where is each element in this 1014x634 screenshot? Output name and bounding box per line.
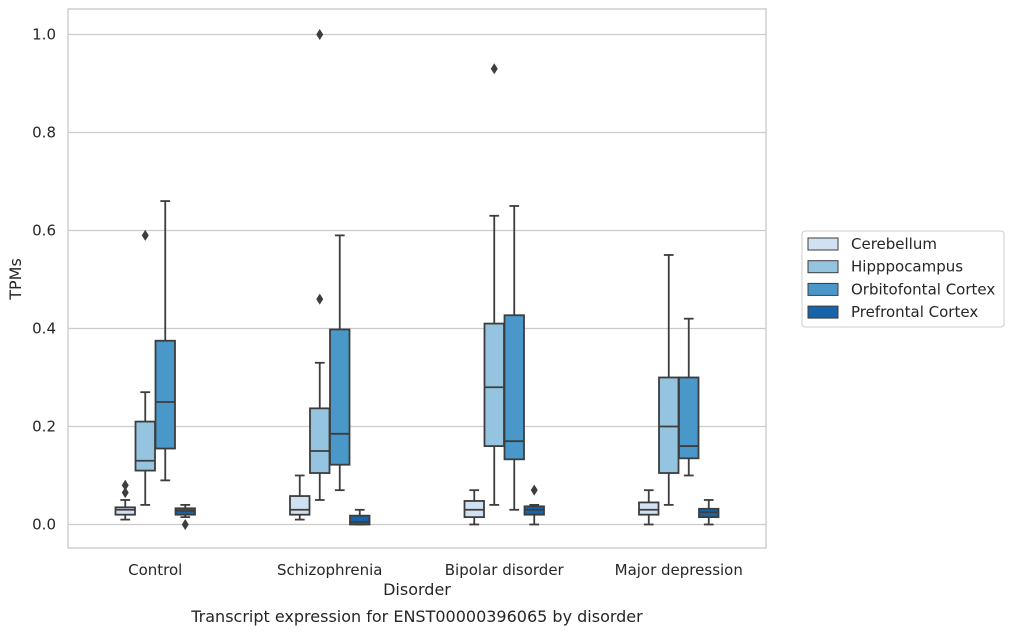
- outlier-point: [490, 63, 498, 75]
- outlier-point: [141, 229, 149, 241]
- outlier-point: [121, 479, 129, 491]
- iqr-box: [154, 339, 176, 450]
- legend-item-orbitofontal-cortex: Orbitofontal Cortex: [807, 280, 995, 298]
- legend-swatch: [807, 260, 839, 274]
- legend: Cerebellum Hipppocampus Orbitofontal Corte…: [801, 230, 1005, 328]
- outlier-point: [316, 28, 324, 40]
- legend-label: Orbitofontal Cortex: [851, 280, 995, 298]
- legend-item-prefrontal-cortex: Prefrontal Cortex: [807, 303, 978, 321]
- legend-label: Hipppocampus: [851, 258, 963, 276]
- y-tick-label: 0.6: [32, 221, 56, 239]
- box-major-depression-orbitofontal-cortex: [678, 317, 700, 477]
- iqr-box: [329, 328, 351, 466]
- x-tick-label: Major depression: [615, 561, 743, 579]
- outlier-point: [121, 487, 129, 499]
- chart-caption: Transcript expression for ENST0000039606…: [190, 607, 643, 626]
- plot-frame: [67, 8, 767, 549]
- legend-label: Cerebellum: [851, 235, 937, 253]
- iqr-box: [114, 506, 136, 516]
- box-schizophrenia-hipppocampus: [309, 28, 331, 501]
- box-bipolar-disorder-orbitofontal-cortex: [503, 205, 525, 511]
- box-schizophrenia-prefrontal-cortex: [349, 508, 371, 526]
- box-major-depression-hipppocampus: [658, 254, 680, 506]
- x-axis-title: Disorder: [383, 580, 451, 599]
- box-control-hipppocampus: [134, 229, 156, 506]
- y-tick-label: 0.0: [32, 515, 56, 533]
- box-major-depression-prefrontal-cortex: [698, 499, 720, 526]
- iqr-box: [349, 514, 371, 526]
- box-control-orbitofontal-cortex: [154, 200, 176, 482]
- box-bipolar-disorder-hipppocampus: [483, 63, 505, 506]
- legend-label: Prefrontal Cortex: [851, 303, 978, 321]
- legend-swatch: [807, 305, 839, 319]
- iqr-box: [309, 407, 331, 474]
- x-tick-label: Schizophrenia: [277, 561, 382, 579]
- boxes: [114, 28, 720, 530]
- iqr-box: [638, 501, 660, 516]
- box-major-depression-cerebellum: [638, 489, 660, 526]
- outlier-point: [316, 293, 324, 305]
- box-schizophrenia-cerebellum: [289, 474, 311, 521]
- legend-swatch: [807, 282, 839, 296]
- legend-item-hipppocampus: Hipppocampus: [807, 258, 963, 276]
- box-schizophrenia-orbitofontal-cortex: [329, 234, 351, 492]
- y-tick-label: 0.4: [32, 319, 56, 337]
- x-tick-label: Control: [128, 561, 182, 579]
- iqr-box: [503, 314, 525, 461]
- box-control-cerebellum: [114, 479, 136, 521]
- outlier-point: [181, 518, 189, 530]
- iqr-box: [483, 322, 505, 447]
- x-tick-labels: Control Schizophrenia Bipolar disorder Majo…: [128, 561, 743, 579]
- outlier-point: [530, 484, 538, 496]
- x-tick-label: Bipolar disorder: [445, 561, 565, 579]
- legend-frame: [801, 230, 1005, 328]
- iqr-box: [134, 420, 156, 472]
- legend-item-cerebellum: Cerebellum: [807, 235, 937, 253]
- y-tick-label: 0.8: [32, 123, 56, 141]
- y-tick-labels: 0.0 0.2 0.4 0.6 0.8 1.0: [32, 25, 56, 533]
- iqr-box: [678, 376, 700, 460]
- box-bipolar-disorder-cerebellum: [463, 489, 485, 526]
- iqr-box: [289, 495, 311, 516]
- y-tick-label: 0.2: [32, 417, 56, 435]
- box-bipolar-disorder-prefrontal-cortex: [523, 484, 545, 526]
- y-axis-title: TPMs: [6, 258, 25, 301]
- box-control-prefrontal-cortex: [174, 503, 196, 530]
- legend-swatch: [807, 237, 839, 251]
- iqr-box: [658, 376, 680, 474]
- y-tick-label: 1.0: [32, 25, 56, 43]
